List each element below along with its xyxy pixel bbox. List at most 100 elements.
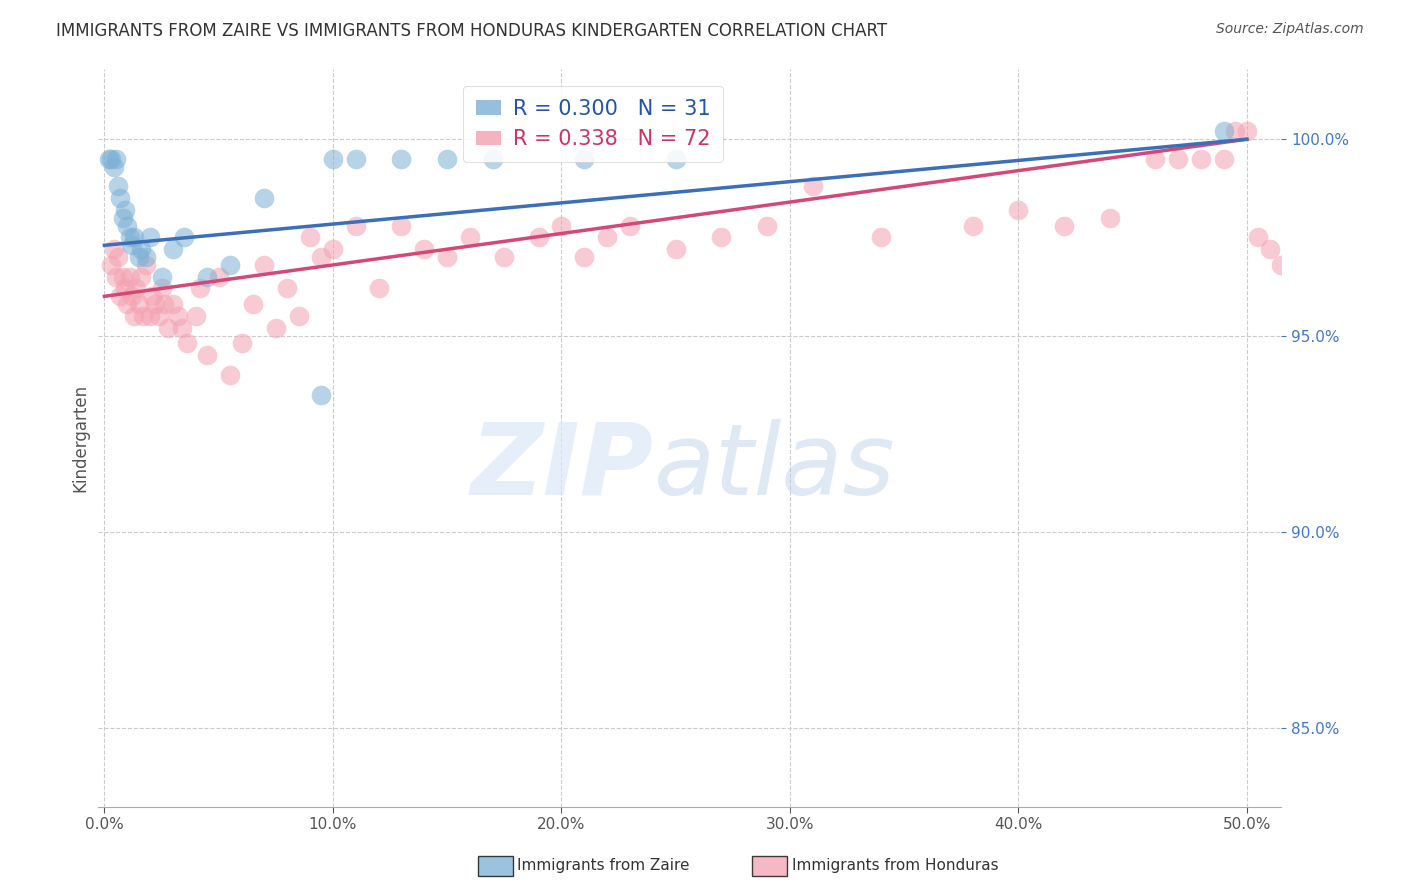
Point: [172, 320, 194, 334]
Point: [150, 281, 173, 295]
Point: [107, 250, 129, 264]
Point: [141, 289, 163, 303]
Point: [129, 242, 152, 256]
Point: [391, 219, 413, 233]
Point: [253, 191, 276, 205]
Point: [117, 219, 139, 233]
Point: [111, 211, 134, 225]
Point: [494, 250, 516, 264]
Point: [150, 269, 173, 284]
Point: [264, 320, 287, 334]
Point: [276, 281, 298, 295]
Point: [1225, 124, 1247, 138]
Point: [195, 348, 218, 362]
Point: [574, 250, 596, 264]
Point: [117, 297, 139, 311]
Point: [162, 242, 184, 256]
Point: [122, 309, 145, 323]
Point: [344, 219, 367, 233]
Point: [114, 281, 136, 295]
Point: [527, 230, 550, 244]
Point: [104, 152, 127, 166]
Point: [100, 258, 122, 272]
Point: [118, 230, 141, 244]
Point: [1053, 219, 1076, 233]
Point: [219, 368, 242, 382]
Point: [219, 258, 242, 272]
Point: [710, 230, 733, 244]
Point: [344, 152, 367, 166]
Point: [1167, 152, 1189, 166]
Point: [458, 230, 481, 244]
Point: [100, 152, 122, 166]
Text: Immigrants from Zaire: Immigrants from Zaire: [517, 858, 690, 873]
Point: [139, 230, 162, 244]
Point: [129, 269, 152, 284]
Point: [208, 269, 231, 284]
Legend: R = 0.300   N = 31, R = 0.338   N = 72: R = 0.300 N = 31, R = 0.338 N = 72: [463, 87, 723, 161]
Point: [801, 179, 824, 194]
Point: [166, 309, 188, 323]
Point: [1213, 152, 1236, 166]
Point: [1213, 124, 1236, 138]
Point: [190, 281, 212, 295]
Point: [665, 152, 688, 166]
Point: [436, 152, 458, 166]
Point: [195, 269, 218, 284]
Point: [1098, 211, 1121, 225]
Point: [870, 230, 893, 244]
Point: [139, 309, 162, 323]
Point: [153, 297, 176, 311]
Point: [1281, 557, 1303, 571]
Point: [135, 250, 157, 264]
Point: [114, 202, 136, 217]
Point: [391, 152, 413, 166]
Point: [148, 309, 170, 323]
Point: [184, 309, 207, 323]
Point: [619, 219, 641, 233]
Point: [110, 289, 132, 303]
Point: [242, 297, 264, 311]
Point: [550, 219, 572, 233]
Point: [103, 242, 125, 256]
Point: [143, 297, 166, 311]
Point: [121, 289, 143, 303]
Point: [162, 297, 184, 311]
Point: [118, 269, 141, 284]
Point: [962, 219, 984, 233]
Point: [253, 258, 276, 272]
Point: [1270, 258, 1292, 272]
Text: ZIP: ZIP: [471, 418, 654, 516]
Point: [107, 179, 129, 194]
Point: [367, 281, 389, 295]
Point: [125, 281, 148, 295]
Point: [132, 309, 155, 323]
Point: [122, 230, 145, 244]
Point: [1007, 202, 1029, 217]
Point: [1247, 230, 1270, 244]
Point: [135, 258, 157, 272]
Point: [299, 230, 322, 244]
Point: [1236, 124, 1258, 138]
Point: [413, 242, 436, 256]
Point: [436, 250, 458, 264]
Text: IMMIGRANTS FROM ZAIRE VS IMMIGRANTS FROM HONDURAS KINDERGARTEN CORRELATION CHART: IMMIGRANTS FROM ZAIRE VS IMMIGRANTS FROM…: [56, 22, 887, 40]
Y-axis label: Kindergarten: Kindergarten: [72, 384, 89, 491]
Point: [104, 269, 127, 284]
Text: atlas: atlas: [654, 418, 896, 516]
Point: [157, 320, 180, 334]
Point: [111, 269, 134, 284]
Point: [322, 242, 344, 256]
Point: [322, 152, 344, 166]
Point: [756, 219, 779, 233]
Point: [1144, 152, 1167, 166]
Text: Immigrants from Honduras: Immigrants from Honduras: [792, 858, 998, 873]
Point: [176, 336, 198, 351]
Point: [103, 160, 125, 174]
Point: [121, 238, 143, 252]
Point: [596, 230, 619, 244]
Point: [311, 387, 333, 401]
Point: [110, 191, 132, 205]
Point: [128, 297, 150, 311]
Point: [665, 242, 688, 256]
